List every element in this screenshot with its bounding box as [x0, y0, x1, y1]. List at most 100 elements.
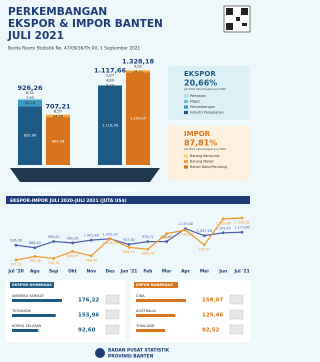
point	[127, 243, 131, 246]
bar-segment	[18, 106, 42, 165]
partner-bar	[136, 314, 176, 317]
point	[33, 255, 37, 258]
category-label: JULI 2021	[110, 188, 138, 194]
flag	[105, 294, 120, 305]
bar-segment	[126, 72, 150, 165]
bar-segment	[18, 99, 42, 107]
x-tick-label: Jul '21	[233, 269, 249, 275]
segment-label: 8,31	[26, 91, 34, 95]
flag	[229, 309, 244, 320]
partner-bar	[12, 329, 39, 332]
legend-swatch	[184, 94, 188, 98]
segment-label: 24,31	[133, 70, 143, 74]
x-tick-label: Des	[106, 269, 116, 275]
x-tick-label: Mei	[200, 269, 209, 275]
partner-panel	[6, 280, 126, 342]
segment-label: 2,07	[106, 74, 114, 78]
partner-value: 153,96	[78, 313, 99, 319]
title: JULI 2021	[7, 30, 64, 42]
total-label: 707,21	[45, 102, 71, 110]
summary-panel	[168, 126, 250, 180]
segment-label: 8,57	[54, 109, 62, 113]
point	[202, 243, 206, 247]
x-tick-label: Jan '21	[120, 269, 138, 275]
flag	[105, 324, 120, 335]
country-name: THAILAND	[135, 324, 155, 328]
partner-title: EKSPOR NONMIGAS	[12, 283, 52, 287]
point	[165, 240, 169, 243]
legend-label: Migas	[190, 100, 200, 104]
partner-value: 92,60	[78, 328, 96, 334]
segment-label: 9,02	[134, 65, 142, 69]
summary-change: 87,81%	[184, 139, 217, 148]
footer: PROVINSI BANTEN	[108, 354, 154, 360]
partner-value: 125,46	[202, 313, 223, 319]
summary-note: Juli 2021 dibandingkan Juli 2020	[183, 87, 226, 91]
point	[33, 246, 37, 250]
country-name: KOREA SELATAN	[12, 324, 42, 328]
segment-label: 90,24	[25, 101, 36, 105]
legend-label: Pertambangan	[190, 105, 215, 109]
value-label: 1.097,29	[159, 236, 174, 240]
point	[146, 240, 150, 244]
point	[240, 230, 244, 234]
value-label: 1.001,48	[84, 234, 99, 238]
partner-value: 92,52	[202, 328, 220, 334]
total-label: 1.117,66	[94, 67, 127, 75]
country-name: TIONGKOK	[11, 309, 32, 313]
value-label: 926,26	[10, 239, 22, 243]
footer: BADAN PUSAT STATISTIK	[108, 348, 170, 354]
partner-header	[10, 282, 54, 288]
summary-title: IMPOR	[184, 130, 211, 138]
bar-segment	[98, 85, 122, 165]
point	[127, 245, 131, 249]
legend-label: Barang Konsumsi	[190, 154, 220, 158]
bar-segment	[126, 70, 150, 71]
partner-header	[134, 282, 178, 288]
point	[89, 254, 93, 258]
segment-label: 34,56	[53, 114, 64, 118]
segment-label: 1.294,85	[130, 117, 146, 121]
partner-value: 159,07	[202, 298, 223, 304]
bar-segment	[46, 114, 70, 116]
value-label: 894,15	[123, 250, 135, 254]
partner-panel	[130, 280, 250, 342]
value-label: 834,79	[67, 254, 79, 258]
value-label: 980,82	[48, 235, 60, 239]
point	[108, 237, 112, 240]
legend-label: Barang Modal	[190, 160, 213, 164]
category-label: JULI 2020	[30, 188, 58, 194]
point	[89, 238, 93, 242]
bar-segment	[46, 115, 70, 118]
value-label: 760,28	[29, 259, 41, 263]
x-tick-label: Sep	[49, 269, 58, 275]
country-name: CINA	[136, 294, 145, 298]
segment-label: 7,65	[26, 96, 34, 100]
legend-label: Bahan Baku/Penolong	[190, 165, 227, 169]
partner-bar	[12, 299, 62, 302]
legend-swatch	[184, 99, 188, 104]
segment-label: 0,34	[106, 84, 115, 88]
ship-hull	[10, 168, 160, 182]
value-label: 937,82	[123, 238, 135, 242]
title: EKSPOR & IMPOR BANTEN	[8, 18, 163, 30]
bar-segment	[46, 117, 70, 165]
legend-swatch	[184, 154, 188, 158]
flag	[229, 324, 244, 335]
subtitle: Berita Resmi Statistik No. 47/09/36/Th.X…	[8, 46, 141, 52]
summary-title: EKSPOR	[184, 70, 216, 78]
point	[165, 232, 169, 236]
partner-value: 176,22	[78, 298, 99, 304]
value-label: 978,71	[142, 235, 154, 239]
point	[52, 240, 56, 243]
point	[184, 228, 187, 232]
partner-bar	[12, 314, 56, 317]
value-label: 1.109,45	[216, 226, 231, 230]
point	[202, 234, 206, 238]
legend-label: Industri Pengolahan	[190, 111, 224, 115]
segment-label: 1.110,36	[102, 123, 119, 127]
summary-panel	[168, 66, 250, 120]
x-tick-label: Jun	[218, 269, 227, 275]
total-label: 1.328,18	[122, 58, 155, 66]
line-chart-header	[6, 196, 250, 204]
